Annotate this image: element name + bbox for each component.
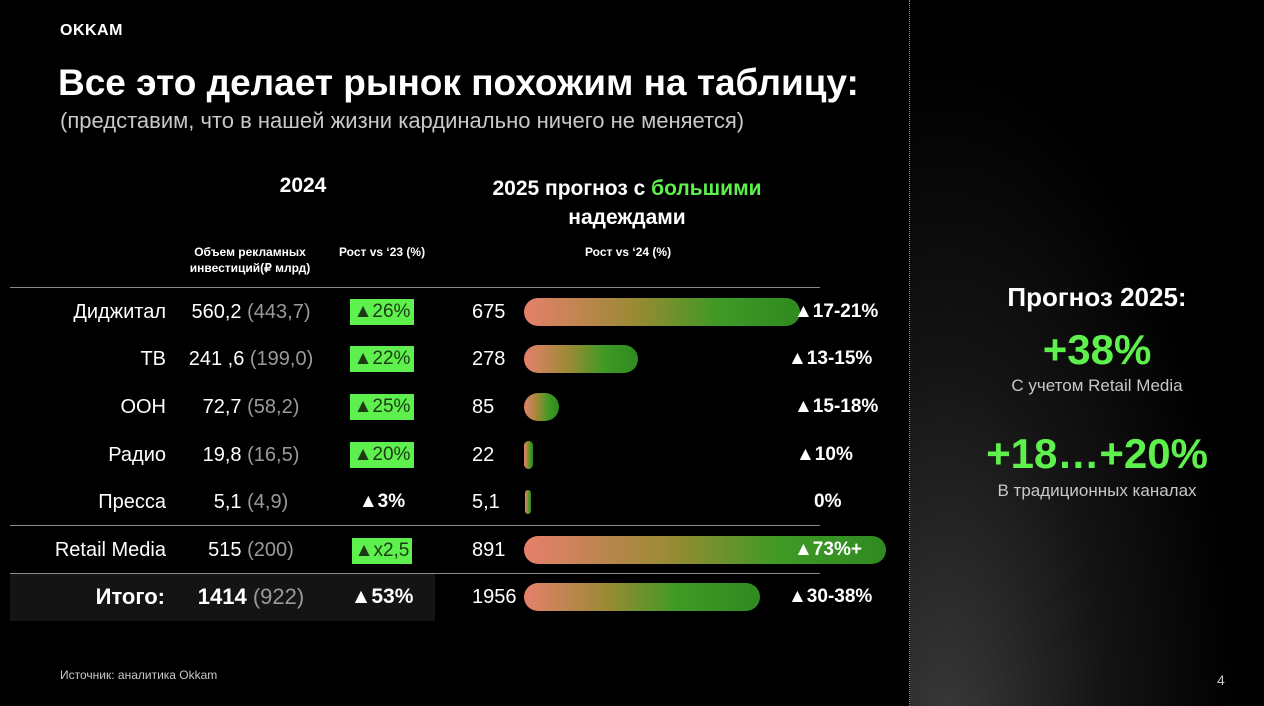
forecast-bar <box>524 298 800 326</box>
forecast-value-traditional: +18…+20% <box>986 430 1208 477</box>
volume-2024: 515 <box>208 539 242 561</box>
forecast-note-traditional: В традиционных каналах <box>997 481 1197 500</box>
row-label: Пресса <box>98 491 166 513</box>
growth-vs-23-badge: ▲3% <box>358 491 406 512</box>
volume-2023: (443,7) <box>247 301 311 323</box>
volume-2023: (4,9) <box>247 491 289 513</box>
volume-cell: 5,1 (4,9) <box>176 478 326 526</box>
header-2025-text: 2025 прогноз с <box>492 177 652 200</box>
row-label: ООН <box>120 396 166 418</box>
volume-cell: 1414 (922) <box>176 573 326 621</box>
volume-2024: 72,7 <box>202 396 242 418</box>
page-title: Все это делает рынок похожим на таблицу: <box>58 62 859 103</box>
table-row: Пресса 5,1 (4,9) ▲3% 5,1 0% <box>0 478 910 526</box>
forecast-2025-value: 5,1 <box>472 491 500 513</box>
volume-cell: 19,8 (16,5) <box>176 431 326 479</box>
volume-cell: 72,7 (58,2) <box>176 383 326 431</box>
header-2025-end: надеждами <box>568 206 686 229</box>
forecast-bar <box>524 536 886 564</box>
table-row: Retail Media 515 (200) ▲x2,5 891 ▲73%+ <box>0 526 910 574</box>
forecast-bar <box>524 393 559 421</box>
forecast-2025-value: 22 <box>472 444 495 466</box>
growth-vs-23-badge: ▲26% <box>350 299 414 325</box>
row-label: Итого: <box>95 584 165 609</box>
panel-divider <box>909 0 910 706</box>
growth-vs-23-badge: ▲22% <box>350 346 414 372</box>
growth-vs-24: ▲30-38% <box>788 586 873 607</box>
col-header-volume: Объем рекламных инвестиций(₽ млрд) <box>189 245 311 275</box>
volume-2023: (200) <box>247 539 294 561</box>
okkam-logo: OKKAM <box>60 22 123 39</box>
growth-vs-23-badge: ▲53% <box>350 585 414 608</box>
col-header-growth-23: Рост vs ‘23 (%) <box>338 245 426 259</box>
volume-cell: 560,2 (443,7) <box>176 288 326 336</box>
header-2025-highlight: большими <box>651 177 762 200</box>
table-row: Диджитал 560,2 (443,7) ▲26% 675 ▲17-21% <box>0 288 910 336</box>
table-mid-rule <box>10 525 820 526</box>
source-note: Источник: аналитика Okkam <box>60 668 218 682</box>
growth-vs-24: ▲10% <box>796 444 853 465</box>
forecast-value-total: +38% <box>1042 326 1152 373</box>
growth-vs-24: ▲73%+ <box>794 539 862 560</box>
volume-2024: 241 ,6 <box>188 348 245 370</box>
growth-vs-23-badge: ▲25% <box>350 394 414 420</box>
page-number: 4 <box>1217 672 1225 688</box>
forecast-note-total: С учетом Retail Media <box>1011 376 1183 395</box>
volume-cell: 515 (200) <box>176 526 326 574</box>
forecast-bar <box>524 441 533 469</box>
forecast-2025-value: 1956 <box>472 586 517 608</box>
table-row: Итого: 1414 (922) ▲53% 1956 ▲30-38% <box>0 573 910 621</box>
volume-cell: 241 ,6 (199,0) <box>176 335 326 383</box>
table-row: ТВ 241 ,6 (199,0) ▲22% 278 ▲13-15% <box>0 335 910 383</box>
row-label: Диджитал <box>73 301 166 323</box>
volume-2023: (199,0) <box>249 348 314 370</box>
page-subtitle: (представим, что в нашей жизни кардиналь… <box>60 108 745 133</box>
volume-2024: 560,2 <box>191 301 242 323</box>
forecast-2025-value: 891 <box>472 539 506 561</box>
forecast-2025-value: 278 <box>472 348 506 370</box>
forecast-2025-value: 675 <box>472 301 506 323</box>
volume-2024: 19,8 <box>202 444 242 466</box>
col-header-growth-24: Рост vs ‘24 (%) <box>584 245 672 259</box>
forecast-title: Прогноз 2025: <box>1007 282 1187 312</box>
forecast-bar <box>524 583 760 611</box>
right-panel-background <box>910 0 1264 706</box>
table-total-rule <box>10 573 820 574</box>
row-label: Радио <box>108 444 166 466</box>
growth-vs-24: 0% <box>814 491 842 512</box>
growth-vs-23-badge: ▲20% <box>350 442 414 468</box>
row-label: Retail Media <box>54 539 166 561</box>
table-top-rule <box>10 287 820 288</box>
forecast-2025-value: 85 <box>472 396 495 418</box>
growth-vs-24: ▲15-18% <box>794 396 879 417</box>
growth-vs-23-badge: ▲x2,5 <box>352 538 412 564</box>
row-label: ТВ <box>140 348 166 370</box>
volume-2024: 1414 <box>197 584 247 609</box>
growth-vs-24: ▲17-21% <box>794 301 879 322</box>
volume-2024: 5,1 <box>213 491 242 513</box>
volume-2023: (58,2) <box>247 396 300 418</box>
forecast-bar <box>525 490 531 514</box>
table-row: Радио 19,8 (16,5) ▲20% 22 ▲10% <box>0 431 910 479</box>
header-2024: 2024 <box>279 174 327 197</box>
total-row-background <box>10 574 435 621</box>
forecast-bar <box>524 345 638 373</box>
growth-vs-24: ▲13-15% <box>788 348 873 369</box>
table-row: ООН 72,7 (58,2) ▲25% 85 ▲15-18% <box>0 383 910 431</box>
volume-2023: (16,5) <box>247 444 300 466</box>
volume-2023: (922) <box>252 584 305 609</box>
header-2025-forecast: 2025 прогноз с большими надеждами <box>460 174 794 232</box>
